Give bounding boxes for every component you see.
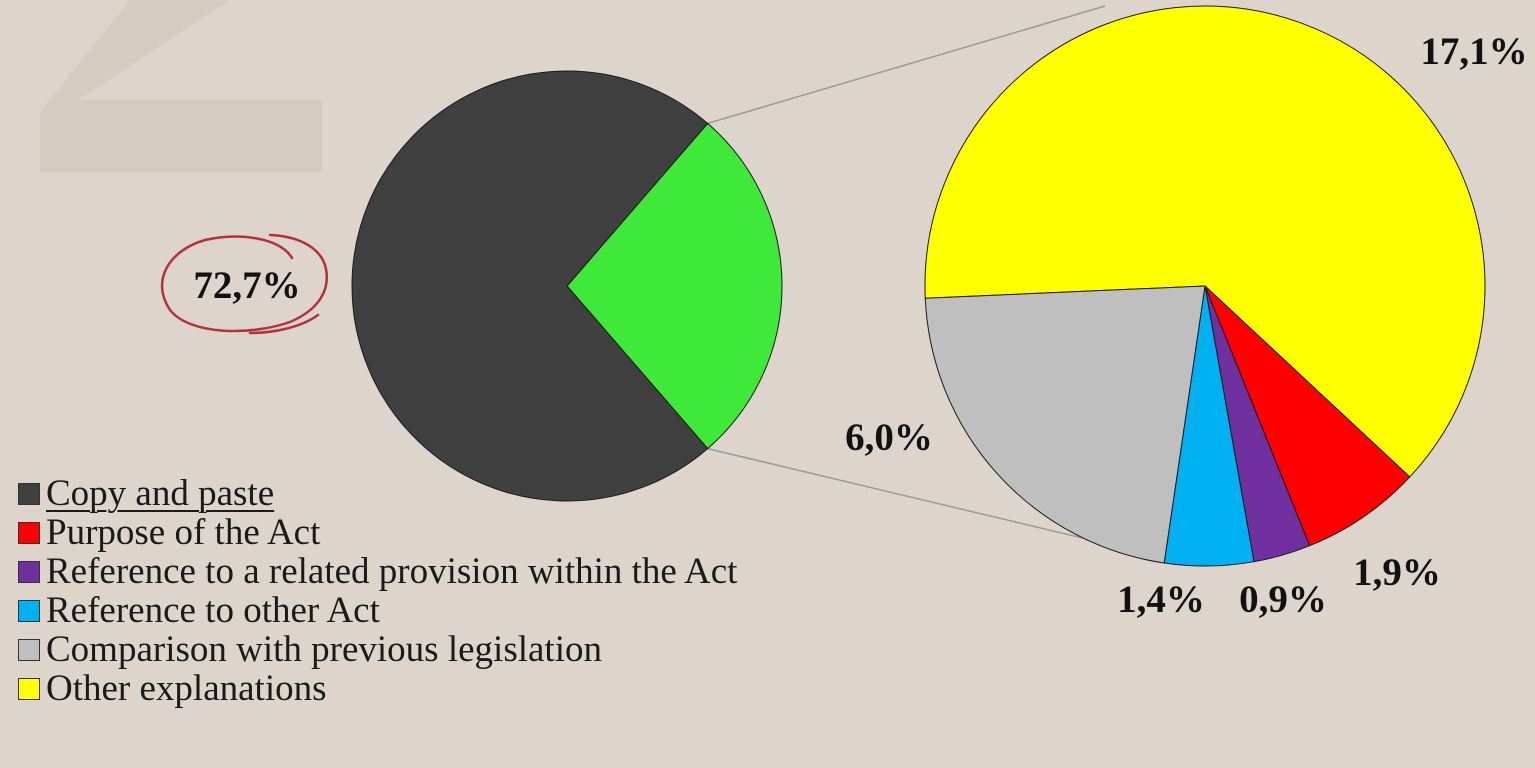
legend-item-other-explanations: Other explanations: [18, 668, 737, 709]
main-pie-slice-other-explanations-and-provisions-combined: [566, 122, 783, 450]
data-label-other-explanations: 17,1%: [1420, 30, 1527, 73]
main-pie-slice-copy-and-paste: [351, 70, 709, 502]
legend-item-copy-and-paste: Copy and paste: [18, 473, 737, 514]
data-label-copy-and-paste: 72,7%: [193, 264, 300, 307]
secondary-pie: [924, 5, 1486, 567]
legend-swatch-related-provision: [18, 560, 40, 583]
legend-label-other-act: Reference to other Act: [46, 590, 380, 631]
annotation-circle: [160, 233, 328, 335]
data-label-reference-to-other-act: 1,4%: [1117, 578, 1205, 621]
secondary-pie-slice-comparison-with-previous-legislation: [924, 285, 1206, 564]
connector-line-top: [707, 5, 1106, 125]
main-pie: [351, 70, 783, 502]
data-label-reference-to-a-related-provision-within-the-act: 0,9%: [1239, 578, 1327, 621]
legend-label-copy-and-paste: Copy and paste: [46, 473, 275, 514]
background-decoration: [40, 0, 322, 172]
legend-item-purpose-of-the-act: Purpose of the Act: [18, 512, 737, 553]
data-label-comparison-with-previous-legislation: 6,0%: [845, 416, 933, 459]
legend-swatch-purpose-of-the-act: [18, 521, 40, 544]
secondary-pie-slice-purpose-of-the-act: [1204, 285, 1411, 547]
connector-line-bottom: [707, 447, 1138, 552]
legend-swatch-other-act: [18, 599, 40, 622]
legend-swatch-other-explanations: [18, 677, 40, 700]
legend-swatch-previous-legislation: [18, 638, 40, 661]
legend-item-other-act: Reference to other Act: [18, 590, 737, 631]
data-label-purpose-of-the-act: 1,9%: [1353, 551, 1441, 594]
legend: Copy and paste Purpose of the Act Refere…: [18, 473, 738, 709]
connector-lines: [707, 5, 1138, 552]
data-labels: 72,7% 17,1% 1,9% 0,9% 1,4% 6,0%: [193, 30, 1527, 621]
legend-swatch-copy-and-paste: [18, 482, 40, 505]
legend-label-related-provision: Reference to a related provision within …: [46, 551, 738, 592]
annotation-ring: [160, 233, 328, 335]
secondary-pie-slice-other-explanations: [924, 5, 1486, 478]
legend-label-previous-legislation: Comparison with previous legislation: [46, 629, 602, 670]
legend-label-purpose-of-the-act: Purpose of the Act: [46, 512, 321, 553]
legend-item-previous-legislation: Comparison with previous legislation: [18, 629, 737, 670]
legend-label-other-explanations: Other explanations: [46, 668, 327, 709]
legend-item-related-provision: Reference to a related provision within …: [18, 551, 738, 592]
